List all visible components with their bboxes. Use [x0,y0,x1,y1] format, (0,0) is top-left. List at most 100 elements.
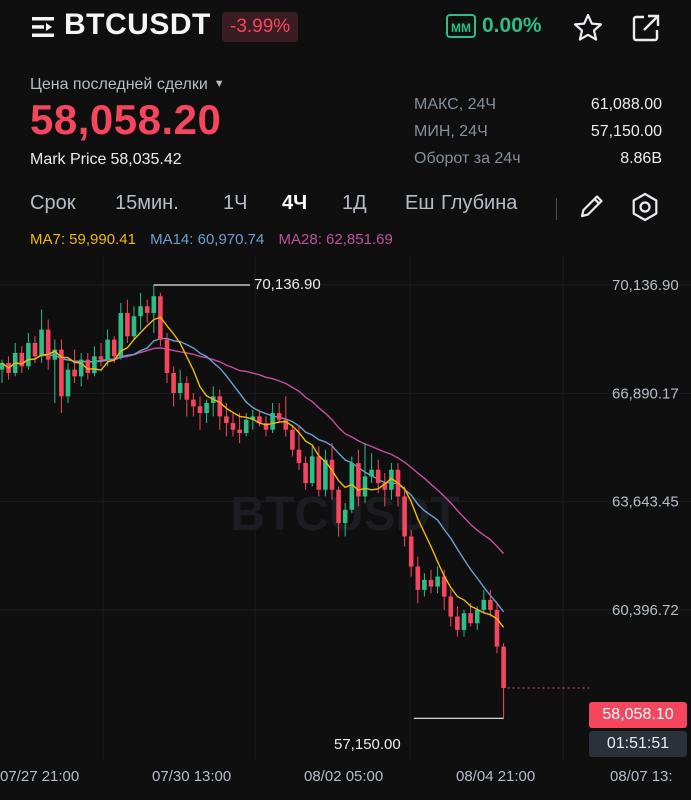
chart-grid [0,255,691,760]
candle-body [45,329,51,360]
candle-body [448,596,454,617]
pencil-icon[interactable] [577,191,607,221]
ma-legend: MA7: 59,990.41 MA14: 60,970.74 MA28: 62,… [30,231,403,248]
candle-body [164,339,170,373]
candle-body [52,349,58,360]
candle-body [362,476,368,497]
mm-badge[interactable]: MM [446,14,476,38]
x-axis: 07/27 21:00 07/30 13:00 08/02 05:00 08/04 2… [0,768,673,785]
candle-body [217,396,223,417]
candle-body [263,423,269,430]
x-tick-label: 08/02 05:00 [304,768,383,785]
ma7-label: MA7: 59,990.41 [30,231,136,248]
candle-body [78,359,84,377]
ma7-line [1,316,505,628]
symbol-title[interactable]: BTCUSDT [64,8,211,41]
candle-body [237,429,242,434]
candle-body [455,616,460,630]
candle-body [250,416,256,420]
candle-body [151,296,157,313]
change-badge: -3.99% [222,12,299,42]
x-tick-label: 07/30 13:00 [152,768,231,785]
candle-body [243,419,249,434]
candle-body [461,613,467,630]
divider [556,198,557,220]
candle-body [118,312,124,357]
candle-body [105,339,110,360]
candle-body [184,382,190,400]
mark-price: Mark Price 58,035.42 [30,151,182,169]
tab-1h[interactable]: 1Ч [223,192,248,214]
candle-body [296,449,302,464]
last-price: 58,058.20 [30,96,222,143]
candle-body [349,463,355,510]
caret-down-icon: ▼ [213,78,225,90]
high-annotation: 70,136.90 [254,276,321,293]
candle-body [131,316,137,337]
candle-body [138,306,143,317]
candle-body [92,356,97,373]
candle-body [72,369,77,377]
candle-body [85,359,91,373]
candle-body [369,469,374,477]
last-price-label[interactable]: Цена последней сделки ▼ [30,76,225,94]
tab-1d[interactable]: 1Д [342,192,367,214]
share-icon[interactable] [630,12,662,44]
candle-body [98,356,104,360]
candle-body [111,339,117,357]
candle-body [230,423,236,430]
candle-body [204,403,209,414]
settings-icon[interactable] [629,191,661,223]
candle-body [144,306,150,313]
mark-price-label: Mark Price [30,151,107,168]
tab-4h[interactable]: 4Ч [282,192,308,214]
candle-body [342,509,348,524]
candlestick-chart[interactable]: BTCUSDT 70,136.9066,890.1763,643.4560,39… [0,250,691,800]
low-annotation: 57,150.00 [334,736,401,753]
menu-icon[interactable] [30,14,56,40]
y-tick-label: 70,136.90 [612,277,679,294]
candle-body [494,609,500,647]
candles [0,284,506,719]
tab-more[interactable]: Еш [405,192,435,214]
stat-volume: Оборот за 24ч 8.86B [414,150,662,177]
candle-body [59,349,64,397]
candle-body [316,456,322,490]
stat-volume-label: Оборот за 24ч [414,150,521,167]
candle-body [65,369,71,397]
tab-depth[interactable]: Глубина [441,192,518,214]
y-tick-label: 63,643.45 [612,494,679,511]
candle-body [177,382,183,394]
candle-body [415,566,421,590]
candle-body [171,372,176,394]
ma7-path [1,316,505,628]
stat-high-label: МАКС, 24Ч [414,96,497,113]
stat-low-label: МИН, 24Ч [414,123,488,140]
candle-body [382,483,388,490]
candle-body [402,496,407,537]
x-tick-label: 08/04 21:00 [456,768,535,785]
candle-body [283,419,289,430]
tab-15m[interactable]: 15мин. [115,192,179,214]
candle-body [389,469,394,490]
stat-volume-value: 8.86B [620,150,662,167]
candle-body [474,609,480,624]
candle-body [290,429,295,450]
candle-body [39,329,44,357]
last-price-label-text: Цена последней сделки [30,76,208,93]
stat-high-value: 61,088.00 [590,96,662,113]
candle-body [125,312,130,337]
tab-period[interactable]: Срок [30,192,76,214]
star-icon[interactable] [572,12,604,44]
mm-value[interactable]: 0.00% [482,14,542,37]
annotations [153,284,589,719]
stat-high: МАКС, 24Ч 61,088.00 [414,96,662,123]
ma14-label: MA14: 60,970.74 [150,231,265,248]
ma28-label: MA28: 62,851.69 [278,231,393,248]
candle-body [501,646,506,689]
candle-body [422,579,427,590]
mark-price-value: 58,035.42 [110,151,182,168]
stat-low: МИН, 24Ч 57,150.00 [414,123,662,150]
top-bar: BTCUSDT -3.99% MM 0.00% [0,0,691,56]
candle-body [26,342,31,367]
